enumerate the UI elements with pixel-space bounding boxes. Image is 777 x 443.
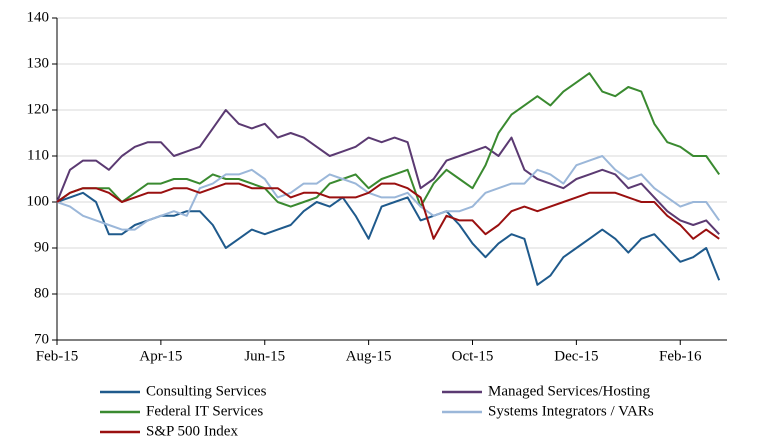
y-tick-label: 140 xyxy=(27,9,50,25)
series-line xyxy=(56,182,720,240)
series-line xyxy=(56,72,721,208)
legend-label: Managed Services/Hosting xyxy=(488,383,651,399)
legend-label: Federal IT Services xyxy=(146,403,263,419)
x-tick-label: Jun-15 xyxy=(244,348,285,364)
x-tick-label: Apr-15 xyxy=(139,348,182,364)
y-tick-label: 130 xyxy=(27,55,50,71)
y-tick-label: 110 xyxy=(27,147,49,163)
x-tick-label: Feb-15 xyxy=(36,348,79,364)
y-tick-label: 90 xyxy=(34,239,49,255)
x-tick-label: Aug-15 xyxy=(346,348,392,364)
series-line xyxy=(56,191,721,286)
x-tick-label: Dec-15 xyxy=(554,348,598,364)
y-tick-label: 80 xyxy=(34,285,49,301)
y-tick-label: 100 xyxy=(27,193,50,209)
x-tick-label: Oct-15 xyxy=(452,348,494,364)
x-tick-label: Feb-16 xyxy=(659,348,702,364)
series-line xyxy=(56,155,721,231)
legend-label: S&P 500 Index xyxy=(146,423,238,439)
y-tick-label: 70 xyxy=(34,331,49,347)
y-tick-label: 120 xyxy=(27,101,50,117)
series-line xyxy=(56,109,720,235)
legend-label: Systems Integrators / VARs xyxy=(488,403,654,419)
legend-label: Consulting Services xyxy=(146,383,267,399)
